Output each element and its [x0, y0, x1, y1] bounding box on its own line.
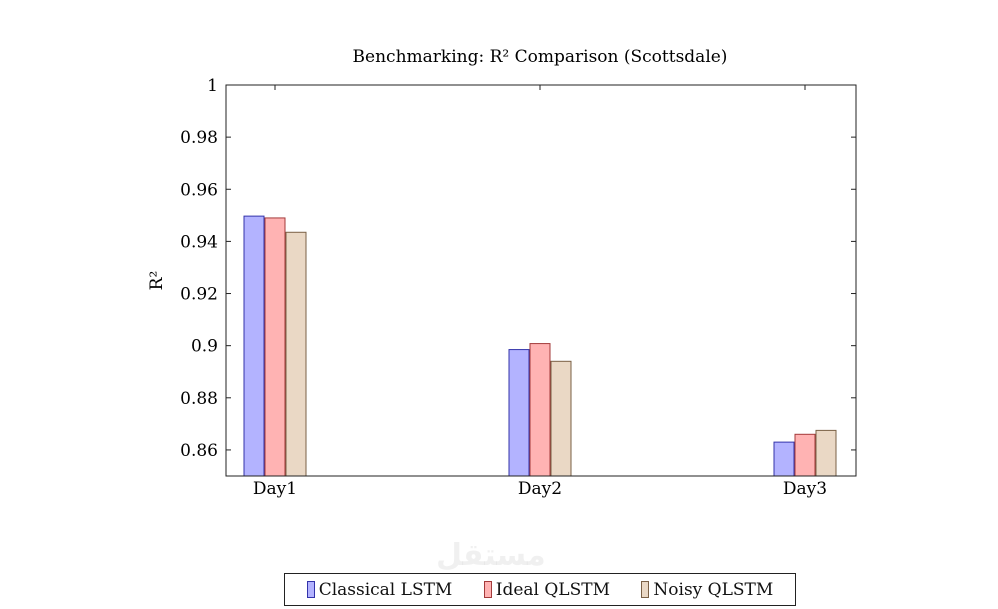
bars [243, 215, 837, 477]
x-tick-label: Day3 [783, 479, 827, 499]
plot-frame [225, 84, 857, 477]
bar-noisy-qlstm-day2 [550, 360, 572, 477]
bar-classical-lstm-day3 [773, 441, 795, 477]
legend-label: Classical LSTM [318, 579, 453, 600]
bar-ideal-qlstm-day1 [264, 217, 286, 477]
bar-classical-lstm-day1 [243, 215, 265, 477]
x-tick-label: Day2 [518, 479, 562, 499]
bar-noisy-qlstm-day1 [285, 231, 307, 477]
bar-ideal-qlstm-day3 [794, 433, 816, 477]
y-tick-label: 1 [207, 76, 218, 96]
legend-item: Noisy QLSTM [641, 580, 773, 600]
legend-label: Ideal QLSTM [495, 579, 610, 600]
legend-swatch [483, 581, 492, 598]
y-tick-label: 0.96 [180, 180, 218, 200]
bar-classical-lstm-day2 [508, 349, 530, 477]
y-tick-label: 0.9 [191, 337, 218, 357]
x-tick-label: Day1 [253, 479, 297, 499]
y-tick-label: 0.98 [180, 128, 218, 148]
legend-swatch [641, 581, 650, 598]
legend-swatch [306, 581, 315, 598]
axis-ticks: 0.86 0.88 0.9 0.92 0.94 0.96 0.98 1 [180, 76, 856, 476]
bar-noisy-qlstm-day3 [815, 429, 837, 477]
legend-item: Ideal QLSTM [483, 579, 610, 600]
legend-item: Classical LSTM [306, 579, 453, 600]
y-tick-label: 0.86 [180, 441, 218, 461]
bar-ideal-qlstm-day2 [529, 343, 551, 477]
x-tick-labels: Day1 Day2 Day3 [253, 479, 827, 499]
legend: Classical LSTM Ideal QLSTM Noisy QLSTM [284, 573, 796, 606]
y-tick-label: 0.92 [180, 285, 218, 305]
watermark-logo: مستقل [436, 538, 546, 573]
y-tick-label: 0.88 [180, 389, 218, 409]
legend-label: Noisy QLSTM [653, 579, 774, 600]
y-axis-label: R² [147, 271, 167, 291]
chart-title: Benchmarking: R² Comparison (Scottsdale) [353, 47, 728, 67]
y-tick-label: 0.94 [180, 232, 218, 252]
